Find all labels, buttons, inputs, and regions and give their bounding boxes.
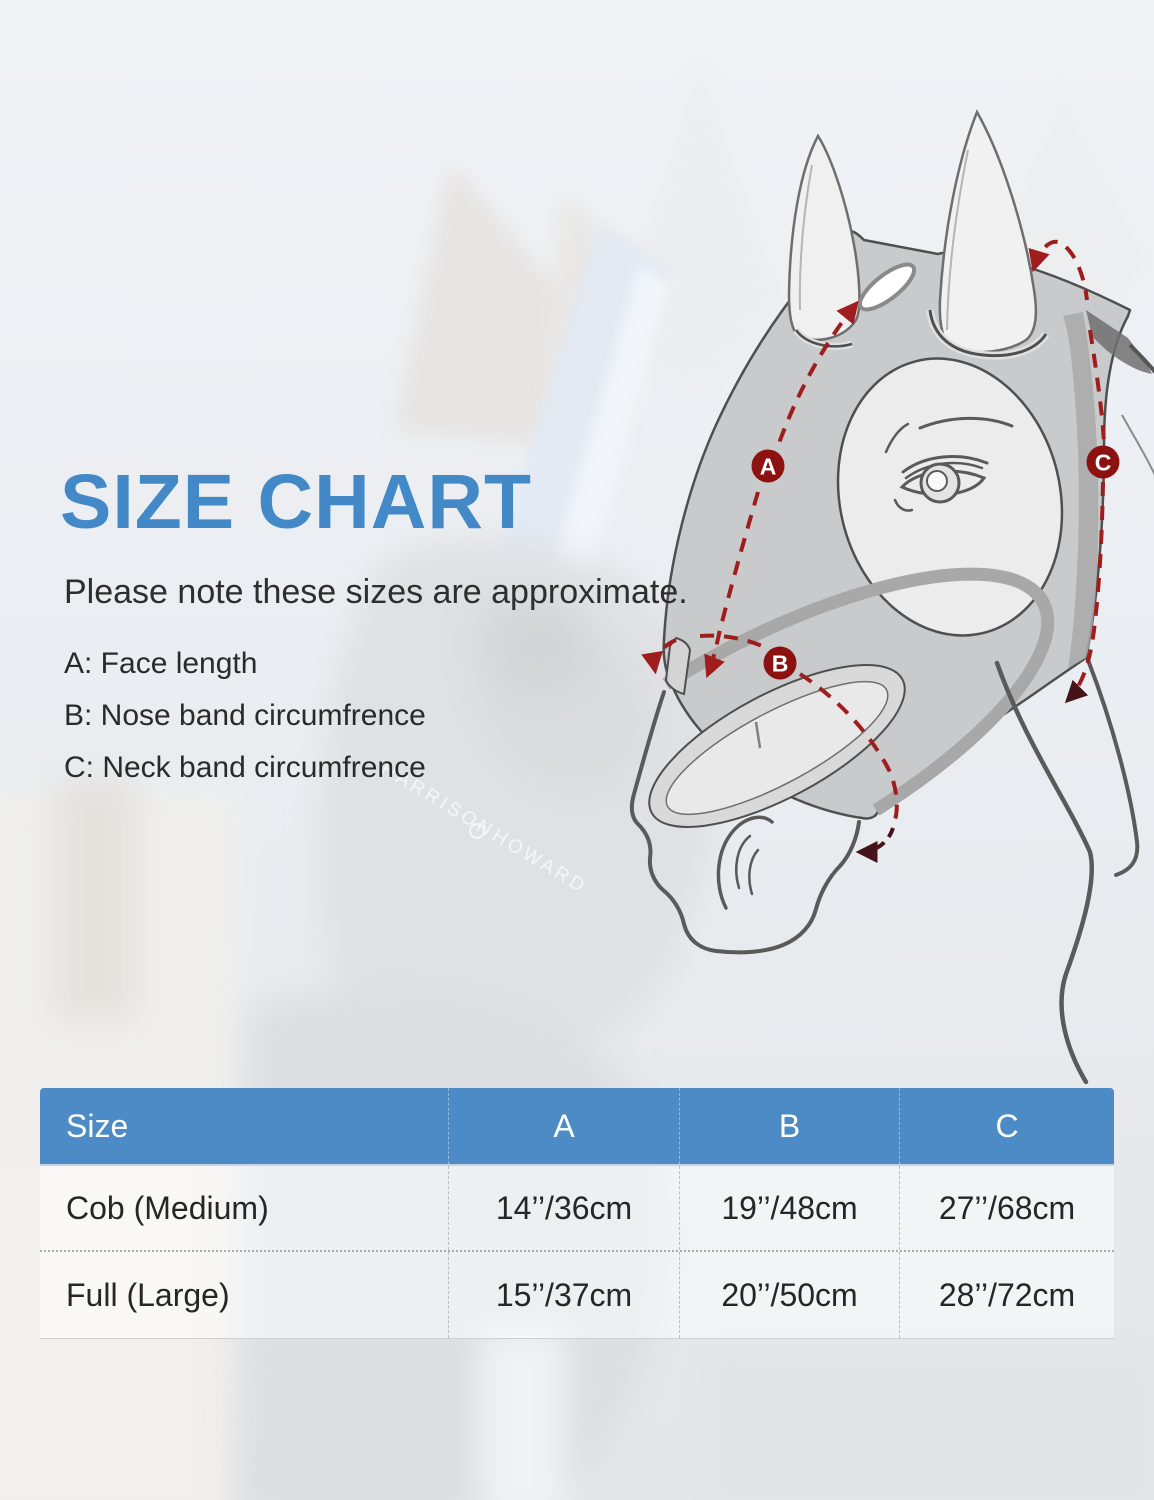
badge-letter-c: C [1095,449,1112,475]
badge-letter-b: B [772,650,789,676]
neck-lines [994,658,1140,1085]
eye-opening [836,357,1064,637]
measure-line-a [776,300,859,447]
row-full-a: 15’’/37cm [448,1252,679,1338]
measure-line-c [1028,239,1089,301]
brand-emblem-icon [469,823,485,839]
mane-wedge [1086,310,1152,374]
measurement-legend: A: Face length B: Nose band circumfrence… [64,638,426,794]
size-table: Size A B C Cob (Medium) 14’’/36cm 19’’/4… [40,1088,1114,1339]
header-cell-c: C [899,1088,1114,1164]
nose-band-tab [664,636,692,696]
measure-line-b [641,638,677,675]
row-full-b: 20’’/50cm [679,1252,899,1338]
legend-item-a: A: Face length [64,647,258,680]
far-ear-rim [928,309,1048,358]
forelock-hole [857,262,917,312]
muzzle-outline [629,690,861,955]
badge-letter-a: A [760,453,777,479]
size-table-header: Size A B C [40,1088,1114,1166]
brand-watermark-part2: HOWARD [488,825,590,898]
row-full-c: 28’’/72cm [899,1252,1114,1338]
page-title: SIZE CHART [60,459,532,545]
measurement-badge-b: B [763,646,797,680]
measurement-badge-c: C [1086,445,1120,479]
header-cell-b: B [679,1088,899,1164]
near-ear [787,133,861,341]
table-row-full: Full (Large) 15’’/37cm 20’’/50cm 28’’/72… [40,1252,1114,1339]
header-cell-size: Size [66,1107,129,1144]
far-ear [938,109,1038,354]
eye-drawing [884,416,1014,512]
row-full-size: Full (Large) [66,1276,230,1313]
measurement-lines [641,239,1106,827]
row-cob-b: 19’’/48cm [679,1166,899,1250]
nose-band-edge [662,567,1055,816]
header-cell-a: A [448,1088,679,1164]
near-ear-rim [794,329,853,348]
legend-item-b: B: Nose band circumfrence [64,699,426,732]
table-row-cob: Cob (Medium) 14’’/36cm 19’’/48cm 27’’/68… [40,1166,1114,1252]
subtitle-note: Please note these sizes are approximate. [64,573,688,611]
row-cob-a: 14’’/36cm [448,1166,679,1250]
measurement-badge-a: A [751,449,785,483]
legend-item-c: C: Neck band circumfrence [64,751,426,784]
fly-mask-body [662,229,1132,820]
row-cob-c: 27’’/68cm [899,1166,1114,1250]
nose-band-opening [665,680,889,816]
row-cob-size: Cob (Medium) [66,1189,269,1226]
neck-band-strip [1063,312,1099,668]
